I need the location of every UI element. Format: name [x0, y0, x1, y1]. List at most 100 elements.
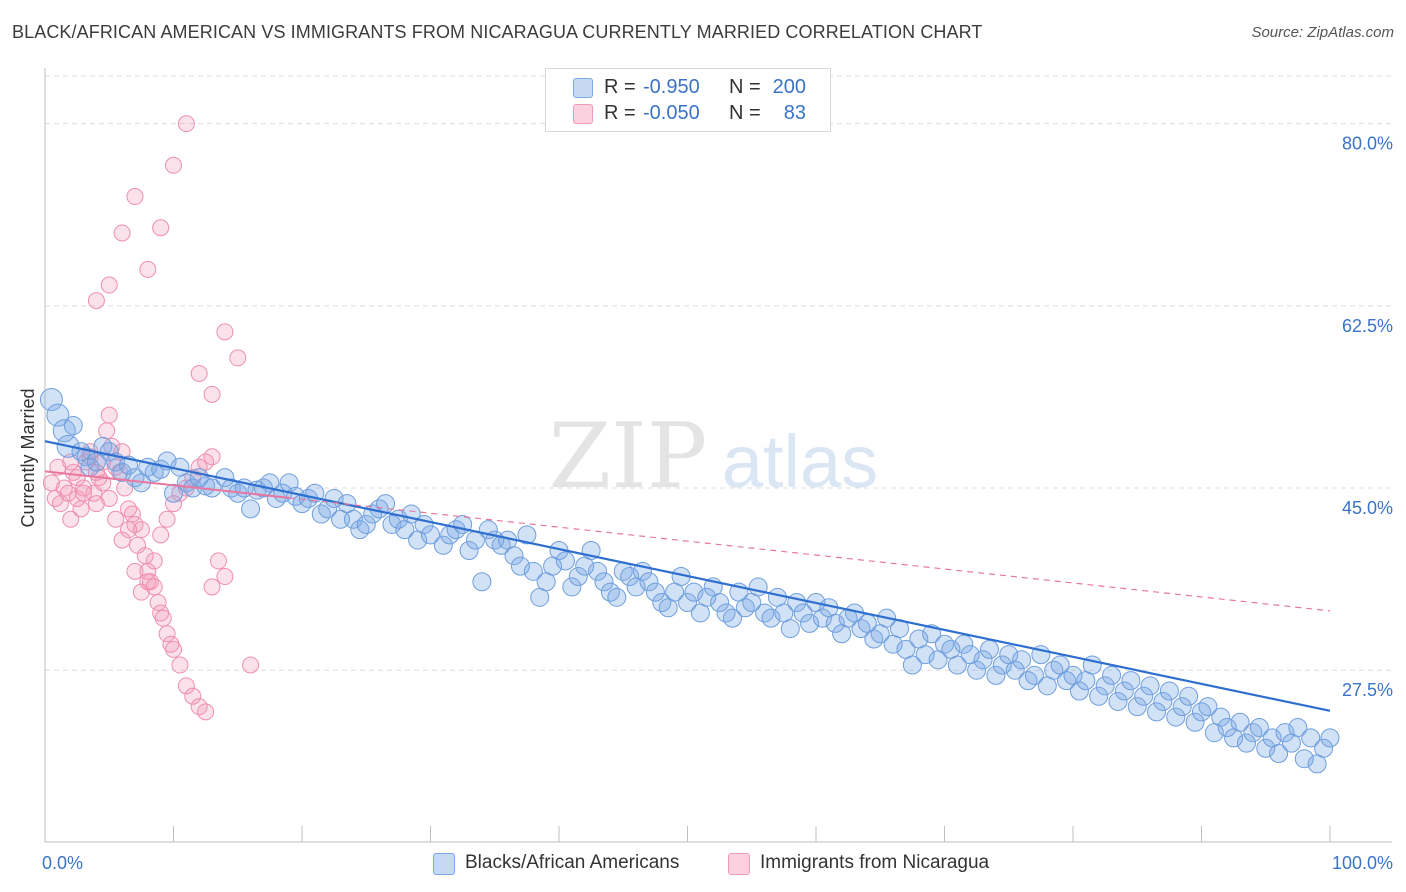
data-point	[722, 608, 742, 628]
data-point	[588, 561, 608, 581]
data-point	[780, 619, 800, 639]
data-point	[1095, 676, 1115, 696]
data-point	[62, 510, 80, 528]
data-point	[1114, 681, 1134, 701]
correlation-legend: R = -0.950 N = 200 R = -0.050 N = 83	[545, 68, 831, 132]
data-point	[112, 462, 132, 482]
data-point	[209, 552, 227, 570]
y-tick-label: 62.5%	[1342, 316, 1393, 336]
data-point	[171, 656, 189, 674]
data-point	[947, 655, 967, 675]
watermark-zip: ZIP	[549, 404, 708, 509]
data-point	[382, 514, 402, 534]
data-point	[158, 625, 176, 643]
data-point	[165, 495, 182, 513]
trend-line-nicaragua-solid	[44, 470, 290, 499]
data-point	[203, 448, 221, 466]
x-tick-label: 100.0%	[1332, 853, 1393, 873]
data-point	[1185, 712, 1205, 732]
data-point	[1159, 681, 1179, 701]
data-point	[113, 224, 131, 242]
data-point	[761, 608, 781, 628]
data-point	[1127, 697, 1147, 717]
data-point	[1140, 676, 1160, 696]
data-point	[421, 525, 440, 545]
data-point	[132, 583, 150, 601]
data-point	[1301, 728, 1321, 748]
bottom-legend-swatch-pink	[728, 853, 750, 875]
series-blacks	[39, 388, 1340, 774]
data-point	[459, 540, 479, 560]
data-point	[472, 572, 492, 592]
legend-r-value: -0.050	[643, 102, 700, 124]
data-point	[149, 594, 167, 612]
data-point	[935, 634, 954, 654]
data-point	[562, 577, 582, 597]
data-point	[100, 489, 118, 507]
data-point	[311, 504, 331, 524]
data-point	[1249, 717, 1269, 737]
data-point	[376, 494, 396, 514]
data-point	[203, 385, 221, 403]
data-point	[710, 593, 730, 613]
chart-title: BLACK/AFRICAN AMERICAN VS IMMIGRANTS FRO…	[12, 22, 983, 42]
data-point	[812, 608, 832, 628]
legend-n-value: 200	[772, 76, 806, 98]
data-point	[1269, 744, 1289, 764]
data-point	[433, 535, 453, 555]
data-point	[607, 587, 627, 607]
data-point	[242, 656, 260, 674]
data-point	[93, 436, 113, 456]
data-point	[42, 474, 60, 492]
data-point	[973, 650, 993, 670]
data-point	[979, 639, 999, 659]
data-point	[152, 219, 170, 237]
y-tick-label: 45.0%	[1342, 498, 1393, 518]
data-point	[75, 479, 93, 497]
data-point	[107, 510, 125, 528]
data-point	[735, 598, 755, 618]
data-point	[1275, 723, 1295, 743]
data-point	[678, 593, 697, 613]
data-point	[52, 419, 76, 443]
data-point	[98, 422, 116, 440]
data-point	[145, 552, 163, 570]
data-point	[1069, 681, 1089, 701]
data-point	[517, 525, 537, 545]
data-point	[216, 323, 234, 341]
data-point	[126, 562, 144, 580]
data-point	[1147, 702, 1167, 722]
data-point	[1089, 686, 1109, 706]
tick-labels: 27.5% 45.0% 62.5% 80.0% 0.0% 100.0%	[42, 134, 1393, 873]
data-point	[59, 484, 77, 502]
data-point	[510, 556, 530, 576]
data-point	[639, 572, 659, 592]
data-point	[113, 531, 131, 549]
data-point	[165, 640, 182, 658]
data-point	[1294, 749, 1314, 769]
legend-n-value: 83	[783, 102, 806, 124]
data-point	[915, 645, 935, 665]
data-point	[49, 458, 67, 476]
data-point	[241, 499, 261, 519]
data-point	[1243, 723, 1263, 743]
data-point	[120, 521, 138, 539]
data-points	[39, 115, 1340, 774]
data-point	[177, 677, 195, 695]
data-point	[851, 619, 871, 639]
data-point	[755, 603, 775, 623]
data-point	[229, 349, 247, 367]
data-point	[139, 260, 157, 278]
trend-line-nicaragua-dashed	[289, 497, 1331, 612]
data-point	[1012, 650, 1032, 670]
data-point	[100, 276, 118, 294]
data-point	[1018, 671, 1038, 691]
data-point	[504, 546, 524, 566]
data-point	[600, 582, 620, 602]
data-point	[1166, 707, 1186, 727]
data-point	[152, 526, 170, 544]
data-point	[63, 416, 83, 436]
data-point	[216, 568, 234, 586]
data-point	[123, 505, 141, 523]
data-point	[126, 188, 144, 206]
